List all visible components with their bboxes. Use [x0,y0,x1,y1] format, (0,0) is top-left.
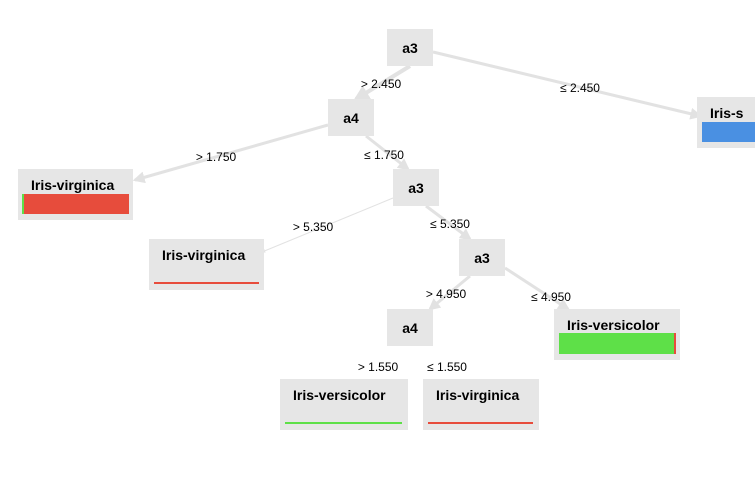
edge-label: ≤ 5.350 [430,217,470,231]
edge-n_a3b-to-leaf_virginica_2 [261,197,394,253]
leaf-node-leaf_versicolor_1[interactable]: Iris-versicolor [554,309,680,360]
leaf-node-leaf_virginica_3[interactable]: Iris-virginica [423,379,539,430]
split-node-root[interactable]: a3 [387,29,433,66]
node-label: Iris-versicolor [567,317,660,333]
edge-label: > 2.450 [360,77,402,91]
node-label: Iris-virginica [31,177,115,193]
class-distribution-bar [22,194,129,214]
distribution-segment [673,333,676,354]
edge-n_a4-to-leaf_virginica_1 [132,123,329,184]
distribution-segment [559,333,674,354]
distribution-segment [22,194,25,214]
node-label: Iris-virginica [436,387,520,403]
edge-label: > 4.950 [425,287,467,301]
edge-n_a3b-to-n_a3c [425,204,472,241]
edge-n_a3c-to-leaf_versicolor_1 [504,266,571,311]
edge-n_a4-to-n_a3b [365,134,410,171]
edge-label: ≤ 1.550 [427,360,467,374]
leaf-node-leaf_setosa[interactable]: Iris-s [697,97,755,148]
class-distribution-bar [702,122,755,142]
distribution-segment [24,194,129,214]
class-distribution-bar [285,422,402,424]
distribution-segment [285,422,402,424]
edge-label: > 5.350 [292,220,334,234]
distribution-segment [702,122,755,142]
node-label: Iris-versicolor [293,387,386,403]
edge-n_a3c-to-n_a4b [428,274,471,311]
node-label: a3 [402,39,418,56]
split-node-n_a4[interactable]: a4 [328,99,374,136]
distribution-segment [428,422,533,424]
leaf-node-leaf_versicolor_2[interactable]: Iris-versicolor [280,379,408,430]
node-label: a3 [474,249,490,266]
node-label: Iris-virginica [162,247,246,263]
class-distribution-bar [154,282,259,284]
edge-root-to-n_a4 [353,64,412,101]
split-node-n_a3c[interactable]: a3 [459,239,505,276]
leaf-node-leaf_virginica_2[interactable]: Iris-virginica [149,239,264,290]
node-label: a4 [402,319,418,336]
node-label: a4 [343,109,359,126]
edge-label: > 1.550 [357,360,399,374]
edge-root-to-leaf_setosa [432,50,703,120]
class-distribution-bar [559,333,676,354]
node-label: a3 [408,179,424,196]
node-label: Iris-s [710,105,744,121]
split-node-n_a4b[interactable]: a4 [387,309,433,346]
edge-label: ≤ 2.450 [560,81,600,95]
edge-label: ≤ 1.750 [364,148,404,162]
distribution-segment [154,282,259,284]
leaf-node-leaf_virginica_1[interactable]: Iris-virginica [18,169,133,220]
class-distribution-bar [428,422,533,424]
edge-label: ≤ 4.950 [531,290,571,304]
split-node-n_a3b[interactable]: a3 [393,169,439,206]
edge-label: > 1.750 [195,150,237,164]
